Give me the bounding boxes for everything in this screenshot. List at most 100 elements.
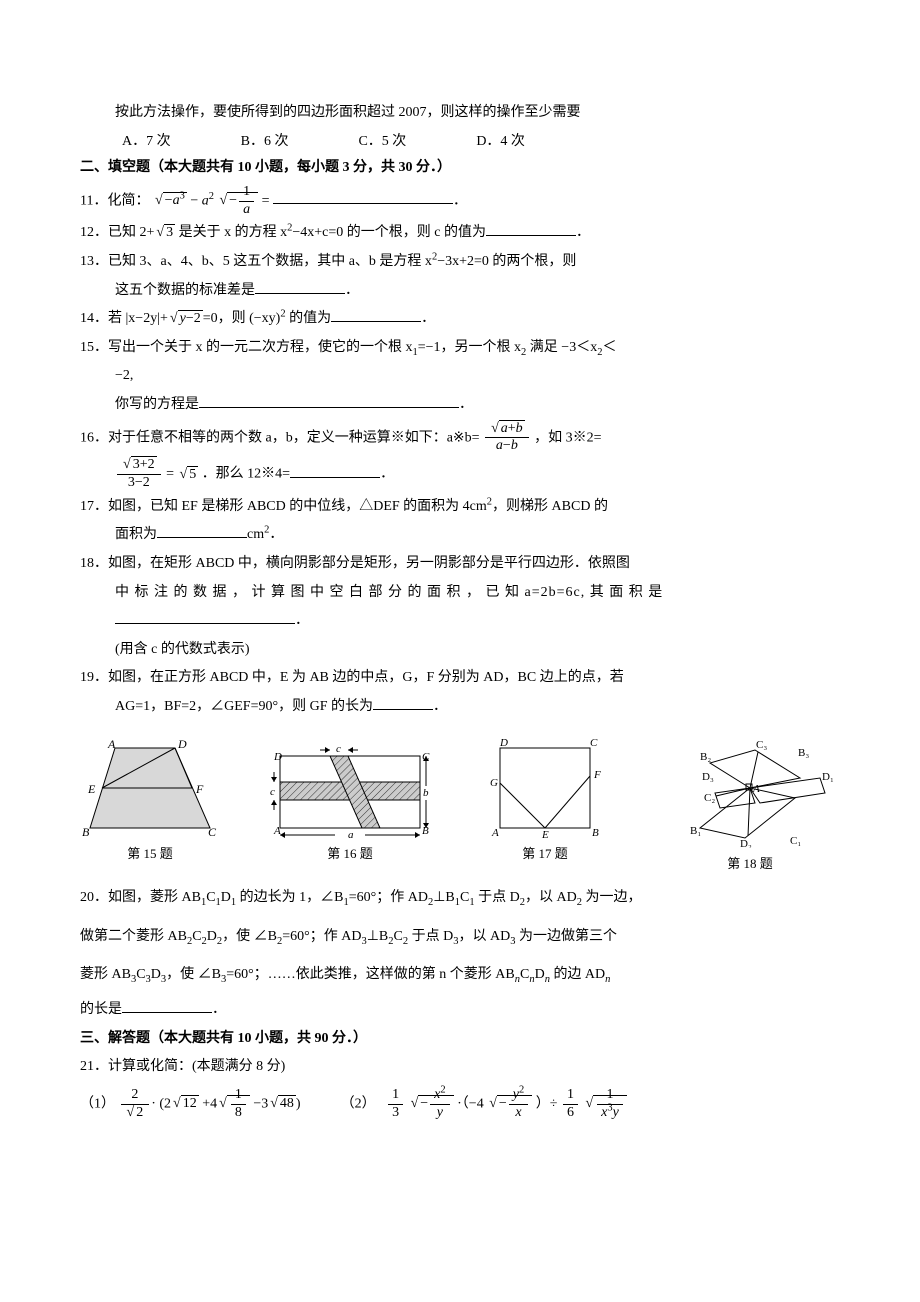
q20-p6: ⊥B — [433, 890, 455, 905]
q13-l2: 这五个数据的标准差是． — [80, 278, 840, 305]
q18-l3: ． — [80, 608, 840, 635]
q20-l4-lbl: 的长是 — [80, 1002, 122, 1017]
fig15-caption: 第 15 题 — [80, 842, 220, 867]
q20-l2-6: ⊥B — [367, 929, 389, 944]
lbl17-E: E — [541, 829, 549, 838]
lbl18-D1: D₁ — [822, 771, 834, 783]
fig18-caption: 第 18 题 — [660, 852, 840, 877]
q20-l3-6: C — [520, 967, 529, 982]
q14-p3: 的值为 — [286, 311, 332, 326]
lbl18-C3: C₃ — [756, 739, 767, 751]
q21-p1: （1） — [80, 1096, 115, 1111]
q13: 13．已知 3、a、4、b、5 这五个数据，其中 a、b 是方程 x2−3x+2… — [80, 249, 840, 276]
q13-p3: 这五个数据的标准差是 — [115, 283, 255, 298]
q15-p4: ＜ — [602, 340, 616, 355]
q20-blank — [122, 1012, 212, 1013]
q21-p5: ) — [296, 1096, 301, 1111]
q16-p2: ，如 3※2= — [534, 430, 601, 445]
q21-p2lbl: （2） — [341, 1096, 376, 1111]
q17: 17．如图，已知 EF 是梯形 ABCD 的中位线，△DEF 的面积为 4cm2… — [80, 494, 840, 521]
q20-l2-1: 做第二个菱形 AB — [80, 929, 187, 944]
q19-blank — [373, 709, 433, 710]
q17-p4: cm — [247, 527, 264, 542]
q11: 11．化简： −a3 − a2 −1a = ． — [80, 184, 840, 219]
lbl-B: B — [82, 825, 90, 838]
q16-l2: 3+2 3−2 = 5 ．那么 12※4=． — [80, 457, 840, 492]
lbl17-B: B — [592, 827, 599, 838]
q17-blank — [157, 537, 247, 538]
lbl-C: C — [208, 825, 217, 838]
q20-l2-10: 为一边做第三个 — [515, 929, 617, 944]
lbl17-C: C — [590, 738, 598, 749]
q20-p7: C — [460, 890, 469, 905]
q21-p3: +4 — [202, 1096, 217, 1111]
q15-p6: 你写的方程是 — [115, 397, 199, 412]
q20-p3: D — [221, 890, 231, 905]
q15-l2: −2, — [80, 363, 840, 390]
q15-p1: 15．写出一个关于 x 的一元二次方程，使它的一个根 x — [80, 340, 413, 355]
q21-p4: −3 — [253, 1096, 268, 1111]
q10-choice-c: C．5 次 — [358, 129, 406, 156]
q14: 14．若 |x−2y|+y−2=0，则 (−xy)2 的值为． — [80, 306, 840, 333]
q20-l3-4: ，使 ∠B — [166, 967, 221, 982]
q20-l3: 菱形 AB3C3D3，使 ∠B3=60°；……依此类推，这样做的第 n 个菱形 … — [80, 962, 840, 989]
q21-end: ）÷ — [536, 1096, 558, 1111]
q13-p2: −3x+2=0 的两个根，则 — [437, 254, 576, 269]
q11-blank — [273, 203, 453, 204]
q20-l4: 的长是． — [80, 997, 840, 1024]
q18-blank — [115, 623, 295, 624]
q18: 18．如图，在矩形 ABCD 中，横向阴影部分是矩形，另一阴影部分是平行四边形．… — [80, 551, 840, 578]
fig-16: D C A B a b c c 第 16 题 — [270, 738, 430, 877]
q15-l3: 你写的方程是． — [80, 392, 840, 419]
q21-mid: ·（−4 — [457, 1096, 484, 1111]
q13-p1: 13．已知 3、a、4、b、5 这五个数据，其中 a、b 是方程 x — [80, 254, 432, 269]
q20-l2-4: ，使 ∠B — [222, 929, 277, 944]
q14-p1: 14．若 |x−2y|+ — [80, 311, 168, 326]
lbl16-ct: c — [336, 743, 341, 755]
q20-l3-7: D — [535, 967, 545, 982]
q20-l3-1: 菱形 AB — [80, 967, 131, 982]
lbl16-a: a — [348, 829, 354, 838]
fig-17: D C A B G F E 第 17 题 — [480, 738, 610, 877]
lbl18-B1: B₁ — [690, 825, 701, 837]
lbl-D: D — [177, 738, 187, 751]
q14-rad: y−2 — [168, 306, 203, 333]
q19-l2: AG=1，BF=2，∠GEF=90°，则 GF 的长为． — [80, 694, 840, 721]
lbl17-F: F — [593, 769, 601, 781]
section-2-head: 二、填空题（本大题共有 10 小题，每小题 3 分，共 30 分．） — [80, 155, 840, 182]
q16: 16．对于任意不相等的两个数 a，b，定义一种运算※如下：a※b= a+b a−… — [80, 421, 840, 456]
fig17-caption: 第 17 题 — [480, 842, 610, 867]
q20-p1: 20．如图，菱形 AB — [80, 890, 201, 905]
q20-l3-3: D — [151, 967, 161, 982]
q20-p4: 的边长为 1，∠B — [236, 890, 343, 905]
q15-p3: 满足 −3＜x — [526, 340, 597, 355]
q20-l2-8: 于点 D — [408, 929, 453, 944]
fig-15: A D E F B C 第 15 题 — [80, 738, 220, 877]
lbl-F: F — [195, 782, 204, 796]
q18-l4: (用含 c 的代数式表示) — [80, 637, 840, 664]
q20: 20．如图，菱形 AB1C1D1 的边长为 1，∠B1=60°；作 AD2⊥B1… — [80, 885, 840, 912]
q12-p1: 12．已知 2+ — [80, 225, 154, 240]
q20-l2-3: D — [207, 929, 217, 944]
lbl17-D: D — [499, 738, 508, 749]
q11-label: 11．化简： — [80, 193, 149, 208]
lbl18-A: A — [752, 783, 760, 795]
fig-18: A B₁ D₂ C₁ D₁ B₂ C₃ B₃ D₃ C₂ 第 18 题 — [660, 738, 840, 877]
q20-l2-2: C — [192, 929, 201, 944]
q12-p2: 是关于 x 的方程 x — [175, 225, 287, 240]
lbl18-D2: D₂ — [740, 838, 752, 848]
q20-p9: ，以 AD — [525, 890, 577, 905]
q14-blank — [331, 321, 421, 322]
lbl16-cl: c — [270, 786, 275, 798]
q13-blank — [255, 293, 345, 294]
lbl18-C1: C₁ — [790, 835, 801, 847]
q17-p3: 面积为 — [115, 527, 157, 542]
q10-choices: A．7 次 B．6 次 C．5 次 D．4 次 — [80, 129, 840, 156]
q20-l2-5: =60°；作 AD — [282, 929, 361, 944]
lbl18-B3: B₃ — [798, 747, 809, 759]
q10-choice-d: D．4 次 — [476, 129, 525, 156]
lbl16-D: D — [273, 751, 282, 763]
q21-p2: (2 — [159, 1096, 171, 1111]
lbl18-C2: C₂ — [704, 792, 715, 804]
q20-p10: 为一边， — [582, 890, 642, 905]
